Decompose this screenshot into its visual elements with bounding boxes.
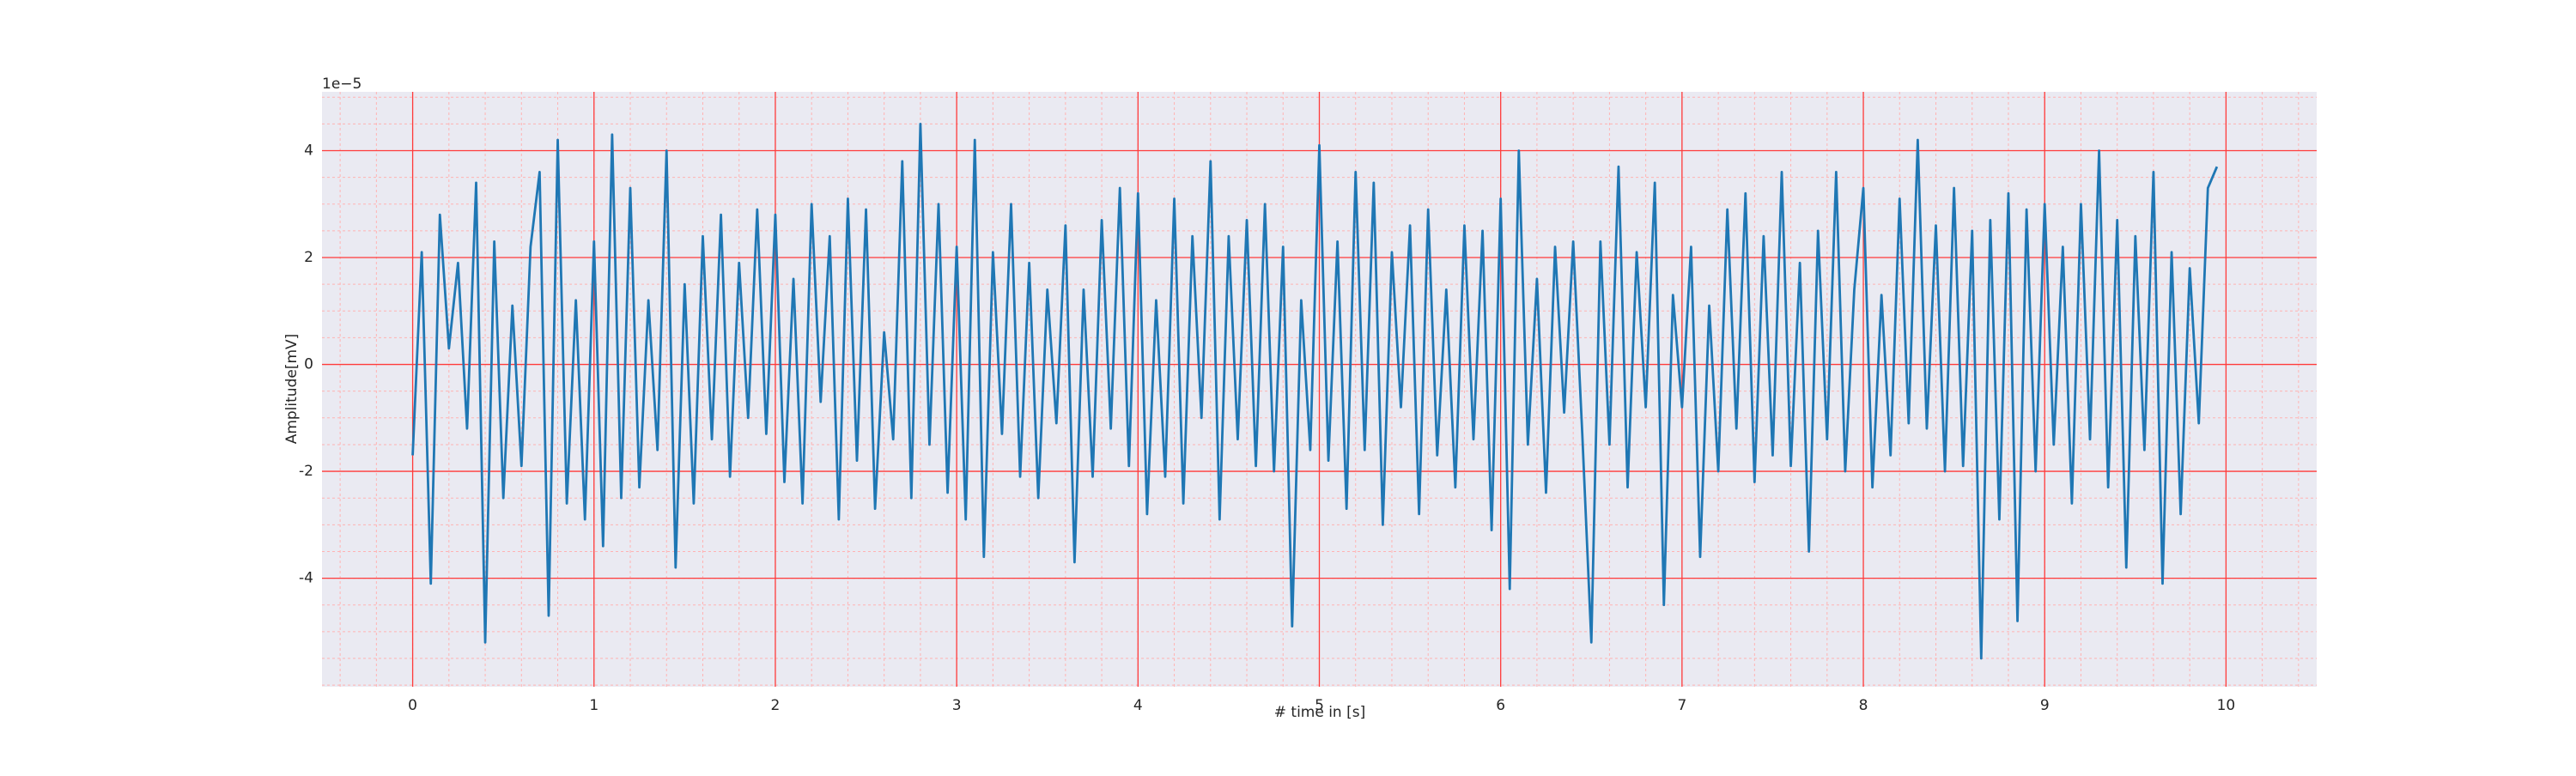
- x-tick-label: 7: [1677, 697, 1686, 714]
- x-axis-label: # time in [s]: [1274, 704, 1365, 721]
- x-tick-label: 4: [1133, 697, 1143, 714]
- y-tick-label: 4: [304, 142, 313, 159]
- y-tick-label: -4: [299, 570, 313, 587]
- x-tick-label: 5: [1315, 697, 1324, 714]
- x-tick-label: 3: [952, 697, 962, 714]
- x-tick-label: 1: [589, 697, 598, 714]
- y-tick-label: -2: [299, 463, 313, 480]
- y-axis-label: Amplitude[mV]: [283, 334, 301, 445]
- x-tick-label: 8: [1859, 697, 1868, 714]
- signal-line: [411, 122, 2219, 660]
- y-tick-label: 2: [304, 249, 313, 266]
- y-tick-label: 0: [304, 356, 313, 373]
- y-offset-label: 1e−5: [322, 76, 361, 93]
- x-tick-label: 6: [1496, 697, 1505, 714]
- x-tick-label: 2: [771, 697, 781, 714]
- x-tick-label: 0: [408, 697, 417, 714]
- x-tick-label: 9: [2040, 697, 2050, 714]
- x-tick-label: 10: [2217, 697, 2236, 714]
